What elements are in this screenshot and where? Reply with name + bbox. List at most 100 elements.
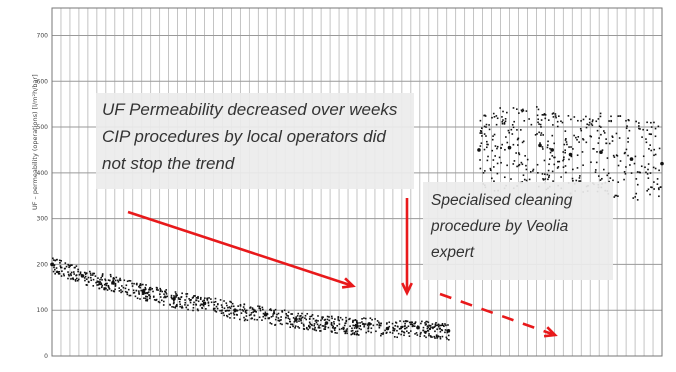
data-point: [257, 305, 259, 307]
data-point: [427, 330, 430, 332]
data-point: [252, 311, 254, 313]
data-point: [570, 118, 572, 121]
data-point: [246, 319, 249, 322]
data-point: [129, 294, 132, 297]
data-point: [325, 321, 328, 324]
data-point: [300, 319, 302, 322]
data-point: [309, 326, 311, 328]
data-point: [201, 303, 204, 306]
data-point: [521, 110, 523, 113]
data-point: [606, 174, 609, 177]
data-point: [235, 313, 238, 316]
data-point: [205, 308, 207, 310]
data-point: [356, 333, 359, 336]
data-point: [517, 164, 520, 167]
data-point: [544, 173, 546, 176]
data-point: [333, 329, 336, 331]
data-point: [112, 279, 114, 282]
data-point: [160, 289, 162, 291]
data-point: [544, 114, 547, 116]
data-point: [213, 301, 215, 304]
data-point: [575, 179, 578, 182]
data-point: [651, 186, 653, 189]
data-point: [132, 289, 135, 292]
data-point: [173, 301, 175, 304]
data-point: [337, 317, 340, 319]
data-point: [434, 337, 436, 339]
data-point: [525, 168, 528, 171]
data-point: [290, 313, 292, 315]
data-point: [199, 304, 202, 307]
data-point: [393, 328, 396, 330]
data-point: [277, 317, 280, 319]
data-point: [578, 180, 580, 182]
data-point: [203, 299, 206, 302]
data-point: [356, 325, 358, 327]
data-point: [228, 306, 231, 308]
data-point: [615, 132, 618, 135]
data-point: [491, 138, 494, 141]
data-point: [114, 288, 116, 291]
data-point: [430, 326, 432, 329]
data-point: [272, 313, 275, 315]
data-point: [404, 320, 407, 322]
data-point: [448, 338, 450, 341]
data-point: [185, 295, 188, 298]
data-point: [294, 325, 297, 327]
data-point: [344, 322, 347, 324]
data-point: [447, 334, 450, 337]
data-point: [108, 288, 111, 290]
data-point: [159, 290, 162, 293]
data-point: [100, 276, 103, 279]
data-point: [105, 287, 107, 290]
data-point: [289, 326, 292, 329]
data-point: [115, 276, 118, 279]
data-point: [99, 281, 102, 283]
data-point: [495, 123, 498, 126]
data-point: [239, 318, 241, 321]
data-point: [86, 284, 88, 286]
data-point: [101, 284, 104, 287]
data-point: [376, 320, 379, 322]
data-point: [392, 329, 394, 332]
data-point: [298, 320, 300, 322]
data-point: [378, 321, 380, 324]
data-point: [327, 326, 330, 329]
data-point: [126, 293, 129, 296]
data-point: [287, 317, 290, 319]
data-point: [164, 295, 166, 298]
data-point: [428, 324, 430, 327]
data-point: [437, 335, 439, 337]
data-point: [610, 115, 612, 118]
data-point: [579, 127, 582, 130]
data-point: [624, 151, 626, 154]
data-point: [623, 171, 626, 173]
data-point: [215, 311, 218, 313]
data-point: [117, 281, 120, 283]
data-point: [627, 154, 629, 157]
data-point: [74, 280, 77, 282]
data-point: [92, 285, 95, 287]
data-point: [316, 323, 319, 326]
data-point: [272, 315, 274, 317]
data-point: [532, 170, 534, 172]
data-point: [542, 178, 544, 180]
data-point: [484, 115, 487, 117]
data-point: [297, 325, 299, 328]
data-point: [178, 300, 181, 303]
data-point: [59, 265, 62, 267]
annotation-line: Specialised cleaning: [431, 192, 573, 209]
data-point: [536, 133, 538, 135]
data-point: [363, 324, 366, 326]
data-point: [331, 317, 333, 320]
data-point: [595, 161, 598, 164]
data-point: [415, 332, 418, 334]
data-point: [277, 312, 280, 315]
data-point: [646, 189, 648, 192]
data-point: [133, 282, 135, 285]
data-point: [560, 176, 562, 178]
data-point: [557, 160, 559, 163]
data-point: [159, 293, 161, 296]
data-point: [498, 156, 501, 159]
data-point: [594, 169, 597, 171]
